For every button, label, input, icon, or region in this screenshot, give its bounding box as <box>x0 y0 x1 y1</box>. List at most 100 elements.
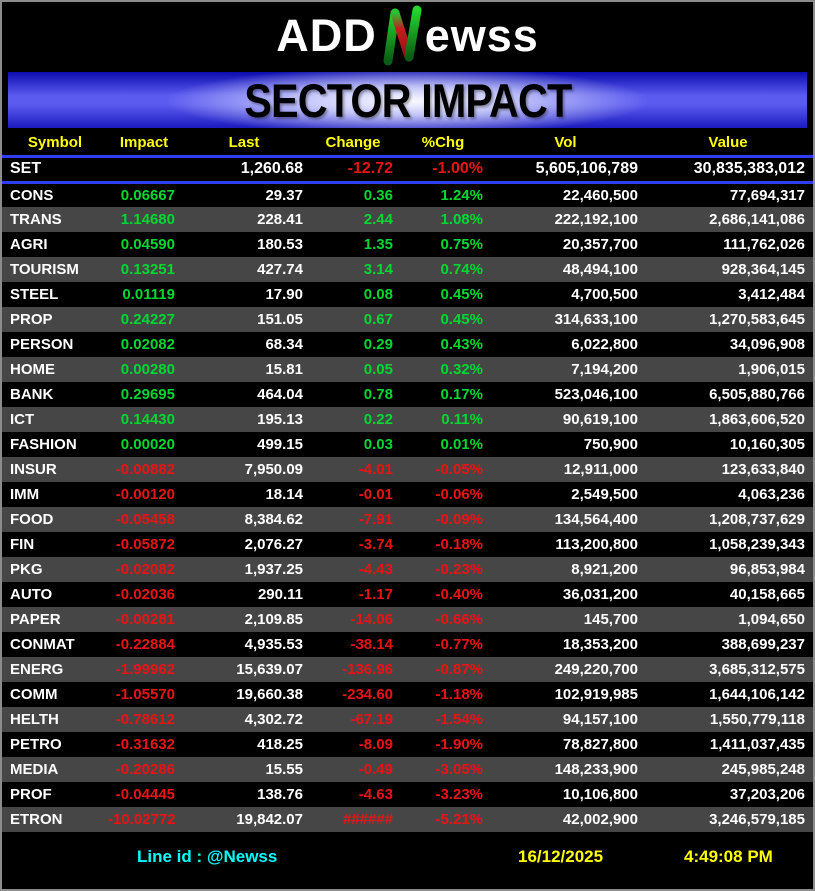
cell-impact: -0.78612 <box>115 711 175 728</box>
cell-symbol: HOME <box>10 361 55 378</box>
cell-value: 928,364,145 <box>721 261 805 278</box>
cell-change: 0.29 <box>363 336 393 353</box>
cell-last: 1,937.25 <box>244 561 303 578</box>
date-label: 16/12/2025 <box>518 847 604 866</box>
cell-impact: -0.02036 <box>115 586 175 603</box>
cell-value: 3,246,579,185 <box>709 811 805 828</box>
cell-symbol: CONMAT <box>10 636 75 653</box>
cell-last: 15.81 <box>265 361 303 378</box>
line-id-label: Line id : @Newss <box>137 847 278 866</box>
cell-pctchg: -1.18% <box>435 686 483 703</box>
cell-impact: 0.00020 <box>120 436 175 453</box>
cell-last: 180.53 <box>257 236 303 253</box>
cell-last: 19,842.07 <box>236 811 303 828</box>
cell-change: -0.49 <box>358 761 393 778</box>
cell-last: 290.11 <box>257 586 303 603</box>
candlestick-n-icon <box>383 5 422 66</box>
cell-change: 0.78 <box>363 386 393 403</box>
cell-symbol: PAPER <box>10 611 61 628</box>
cell-pctchg: -0.09% <box>435 511 483 528</box>
cell-vol: 22,460,500 <box>562 186 638 204</box>
cell-pctchg: -3.23% <box>435 786 483 803</box>
cell-vol: 12,911,000 <box>563 461 638 478</box>
table-row: FOOD -0.05458 8,384.62 -7.91 -0.09% 134,… <box>2 507 813 532</box>
cell-symbol: SET <box>2 156 108 184</box>
cell-pctchg: 0.74% <box>440 261 483 278</box>
cell-pctchg: -1.00% <box>398 156 488 184</box>
cell-symbol: FOOD <box>10 511 54 528</box>
cell-vol: 78,827,800 <box>562 736 638 753</box>
cell-pctchg: -5.21% <box>435 811 483 828</box>
cell-last: 1,260.68 <box>180 156 308 184</box>
cell-impact: -0.05458 <box>115 511 175 528</box>
cell-pctchg: 0.75% <box>440 236 483 253</box>
cell-impact: -0.04445 <box>115 786 175 803</box>
cell-symbol: MEDIA <box>10 761 59 778</box>
cell-change: 0.67 <box>363 311 393 328</box>
cell-change: -0.01 <box>358 486 393 503</box>
table-row: CONS 0.06667 29.37 0.36 1.24% 22,460,500… <box>2 182 813 207</box>
table-row: CONMAT -0.22884 4,935.53 -38.14 -0.77% 1… <box>2 632 813 657</box>
column-header-last: Last <box>180 130 308 158</box>
cell-change: -8.09 <box>358 736 393 753</box>
cell-last: 2,109.85 <box>244 611 303 628</box>
cell-impact: 0.02082 <box>120 336 175 353</box>
cell-impact: 1.14680 <box>120 211 175 228</box>
cell-pctchg: -0.87% <box>435 661 483 678</box>
cell-last: 195.13 <box>257 411 303 428</box>
cell-pctchg: -0.23% <box>435 561 483 578</box>
cell-value: 34,096,908 <box>729 336 805 353</box>
cell-value: 10,160,305 <box>729 436 805 453</box>
cell-impact: 0.24227 <box>120 311 175 328</box>
cell-vol: 42,002,900 <box>562 811 638 828</box>
cell-change: -38.14 <box>350 636 393 653</box>
cell-change: -1.17 <box>358 586 393 603</box>
cell-vol: 145,700 <box>583 611 638 628</box>
cell-change: -4.01 <box>358 461 393 478</box>
cell-impact: -0.31632 <box>115 736 175 753</box>
cell-value: 1,208,737,629 <box>709 511 805 528</box>
cell-value: 111,762,026 <box>723 236 805 253</box>
cell-last: 19,660.38 <box>236 686 303 703</box>
cell-symbol: PROF <box>10 786 52 803</box>
cell-symbol: AGRI <box>10 236 48 253</box>
set-index-row: SET 1,260.68 -12.72 -1.00% 5,605,106,789… <box>2 156 813 184</box>
cell-value: 1,863,606,520 <box>709 411 805 428</box>
table-row: TOURISM 0.13251 427.74 3.14 0.74% 48,494… <box>2 257 813 282</box>
cell-change: -234.60 <box>342 686 393 703</box>
cell-pctchg: -0.18% <box>435 536 483 553</box>
cell-value: 1,550,779,118 <box>709 711 805 728</box>
cell-symbol: PETRO <box>10 736 62 753</box>
cell-vol: 48,494,100 <box>562 261 638 278</box>
cell-impact: -0.00882 <box>115 461 175 478</box>
cell-symbol: STEEL <box>10 286 59 303</box>
table-row: STEEL 0.01119 17.90 0.08 0.45% 4,700,500… <box>2 282 813 307</box>
cell-impact: 0.29695 <box>120 386 175 403</box>
cell-value: 1,644,106,142 <box>709 686 805 703</box>
table-row: PKG -0.02082 1,937.25 -4.43 -0.23% 8,921… <box>2 557 813 582</box>
cell-value: 37,203,206 <box>729 786 805 803</box>
cell-vol: 148,233,900 <box>554 761 638 778</box>
cell-last: 418.25 <box>257 736 303 753</box>
cell-pctchg: -0.05% <box>435 461 483 478</box>
cell-pctchg: 1.08% <box>440 211 483 228</box>
cell-vol: 102,919,985 <box>554 686 638 703</box>
time-label: 4:49:08 PM <box>684 847 773 866</box>
cell-impact: -1.05570 <box>115 686 175 703</box>
cell-value: 40,158,665 <box>729 586 805 603</box>
table-row: ICT 0.14430 195.13 0.22 0.11% 90,619,100… <box>2 407 813 432</box>
cell-change: -12.72 <box>308 156 398 184</box>
cell-last: 499.15 <box>257 436 303 453</box>
cell-vol: 113,200,800 <box>555 536 638 553</box>
addnewss-logo: ADD ewss <box>2 2 813 70</box>
cell-symbol: ETRON <box>10 811 63 828</box>
column-header-change: Change <box>308 130 398 158</box>
cell-impact <box>108 156 180 184</box>
table-row: FIN -0.05872 2,076.27 -3.74 -0.18% 113,2… <box>2 532 813 557</box>
table-row: HELTH -0.78612 4,302.72 -67.19 -1.54% 94… <box>2 707 813 732</box>
table-row: PETRO -0.31632 418.25 -8.09 -1.90% 78,82… <box>2 732 813 757</box>
cell-change: 0.03 <box>363 436 393 453</box>
cell-change: 2.44 <box>363 211 393 228</box>
cell-change: 0.05 <box>363 361 393 378</box>
